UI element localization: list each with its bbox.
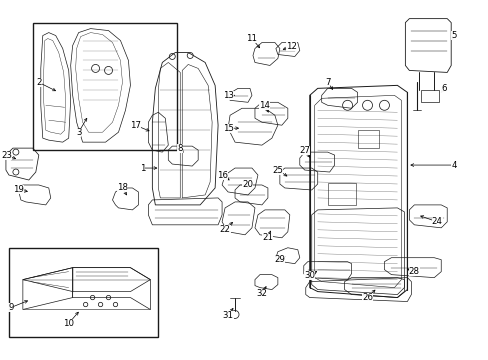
Text: 7: 7: [324, 78, 330, 87]
Text: 15: 15: [222, 124, 233, 133]
Text: 26: 26: [361, 293, 372, 302]
Text: 16: 16: [216, 171, 227, 180]
Text: 19: 19: [13, 185, 24, 194]
Text: 3: 3: [76, 128, 81, 137]
Bar: [327, 183, 355, 205]
Text: 4: 4: [450, 161, 456, 170]
Bar: [357, 130, 379, 148]
Text: 31: 31: [222, 311, 233, 320]
Text: 25: 25: [272, 166, 283, 175]
Text: 20: 20: [242, 180, 253, 189]
Text: 32: 32: [256, 289, 267, 298]
Text: 23: 23: [1, 150, 12, 159]
Text: 12: 12: [286, 42, 297, 51]
Text: 29: 29: [274, 255, 285, 264]
Text: 27: 27: [299, 145, 309, 154]
Text: 13: 13: [222, 91, 233, 100]
Text: 30: 30: [304, 271, 315, 280]
Text: 22: 22: [219, 225, 230, 234]
Text: 24: 24: [431, 217, 442, 226]
Text: 5: 5: [450, 31, 456, 40]
Text: 10: 10: [63, 319, 74, 328]
Text: 14: 14: [259, 101, 270, 110]
Bar: [9, 248, 158, 337]
Bar: [421, 90, 438, 102]
Text: 11: 11: [246, 34, 257, 43]
Text: 17: 17: [130, 121, 141, 130]
Text: 8: 8: [177, 144, 183, 153]
Text: 1: 1: [140, 163, 145, 172]
Text: 28: 28: [408, 267, 419, 276]
Text: 6: 6: [441, 84, 446, 93]
Text: 18: 18: [117, 184, 128, 193]
Text: 9: 9: [8, 303, 14, 312]
Bar: [33, 23, 177, 150]
Text: 21: 21: [262, 233, 273, 242]
Text: 2: 2: [36, 78, 41, 87]
